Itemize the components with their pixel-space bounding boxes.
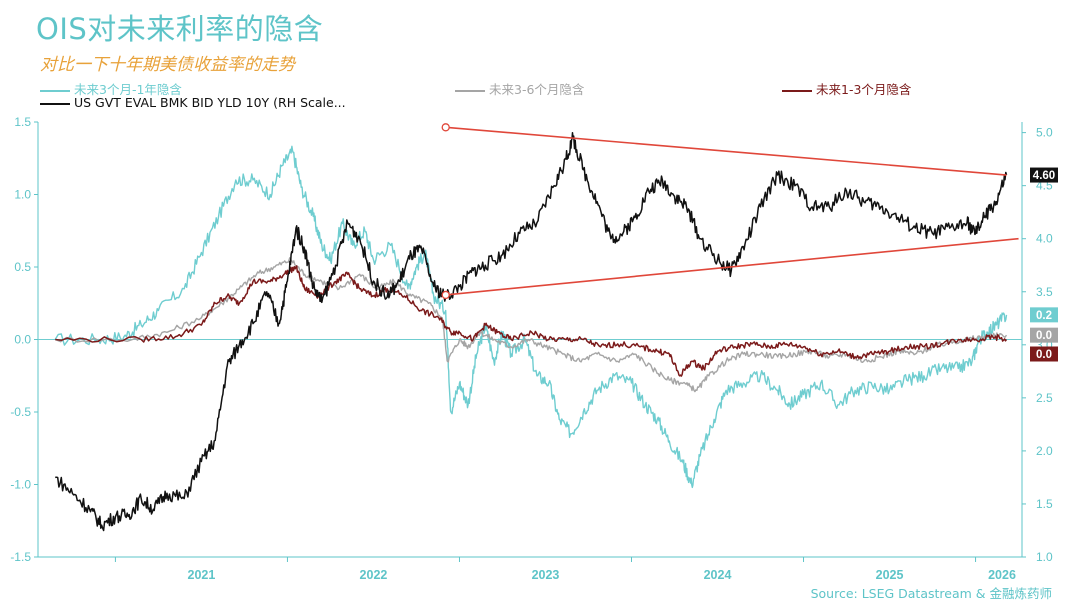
legend-swatch-teal (40, 89, 70, 92)
right-tick-label: 1.0 (1036, 550, 1053, 564)
x-tick-label: 2021 (188, 568, 216, 582)
left-tick-label: -0.5 (10, 405, 31, 419)
left-tick-label: -1.0 (10, 478, 31, 492)
left-tick-label: 0.0 (14, 333, 31, 347)
left-tick-label: 1.5 (14, 115, 31, 129)
legend-item-black: US GVT EVAL BMK BID YLD 10Y (RH Scale... (40, 95, 346, 110)
right-tick-label: 3.5 (1036, 285, 1053, 299)
trendline-anchor (441, 290, 450, 300)
series-line-3 (55, 265, 1008, 377)
series-line-4 (55, 131, 1008, 532)
legend-swatch-black (40, 102, 70, 105)
legend-item-gray: 未来3-6个月隐含 (455, 79, 584, 98)
chart-subtitle: 对比一下十年期美债收益率的走势 (40, 55, 295, 75)
x-tick-label: 2025 (876, 568, 904, 582)
x-tick-label: 2022 (360, 568, 388, 582)
legend-swatch-maroon (782, 89, 812, 92)
legend-label: 未来3个月-1年隐含 (74, 82, 182, 97)
end-value-label: 4.60 (1033, 170, 1055, 182)
legend-label: 未来1-3个月隐含 (816, 82, 912, 97)
legend-item-teal: 未来3个月-1年隐含 (40, 79, 182, 98)
trendline-1 (445, 126, 1007, 176)
right-tick-label: 2.5 (1036, 391, 1053, 405)
end-value-tag (1030, 167, 1058, 183)
legend-swatch-gray (455, 89, 485, 92)
source-note: Source: LSEG Datastream & 金融炼药师 (810, 586, 1052, 601)
x-tick-label: 2024 (704, 568, 732, 582)
right-tick-label: 5.0 (1036, 126, 1053, 140)
left-tick-label: -1.5 (10, 550, 31, 564)
end-value-label: 0.0 (1036, 349, 1052, 361)
series-line-1 (54, 145, 1008, 489)
x-tick-label: 2023 (532, 568, 560, 582)
x-tick-label: 2026 (988, 568, 1016, 582)
legend-item-maroon: 未来1-3个月隐含 (782, 79, 911, 98)
end-value-label: 0.0 (1036, 330, 1052, 342)
chart-title: OIS对未来利率的隐含 (36, 12, 324, 46)
end-value-tag (1030, 327, 1058, 343)
end-value-tag (1030, 346, 1058, 362)
left-tick-label: 1.0 (14, 188, 31, 202)
right-tick-label: 1.5 (1036, 497, 1053, 511)
trendline-2 (445, 237, 1019, 296)
end-value-label: 0.2 (1036, 310, 1052, 322)
left-tick-label: 0.5 (14, 260, 31, 274)
trendline-anchor (441, 123, 450, 132)
right-tick-label: 4.0 (1036, 232, 1053, 246)
legend-label: 未来3-6个月隐含 (489, 82, 585, 97)
right-tick-label: 2.0 (1036, 444, 1053, 458)
legend-label: US GVT EVAL BMK BID YLD 10Y (RH Scale... (74, 95, 346, 110)
end-value-tag (1030, 307, 1058, 323)
